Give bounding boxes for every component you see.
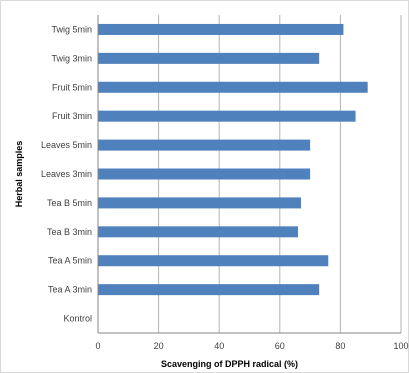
bar: [98, 168, 311, 180]
x-tick-labels: 0 20 40 60 80 100: [95, 341, 408, 351]
category-labels: Kontrol Tea A 3min Tea A 5min Tea B 3min Tea…: [41, 24, 92, 323]
bars: [98, 23, 368, 296]
x-tick-label: 80: [335, 341, 345, 351]
bar: [98, 255, 329, 267]
category-label: Tea B 3min: [47, 227, 92, 237]
bar: [98, 81, 368, 93]
bar: [98, 52, 320, 64]
category-label: Tea B 5min: [47, 198, 92, 208]
bar: [98, 139, 311, 151]
y-axis-title: Herbal samples: [14, 141, 24, 208]
x-axis-title: Scavenging of DPPH radical (%): [161, 359, 298, 369]
category-label: Twig 3min: [51, 53, 92, 63]
category-label: Tea A 5min: [48, 256, 92, 266]
bar: [98, 110, 356, 122]
x-tick-label: 100: [393, 341, 408, 351]
category-label: Kontrol: [63, 314, 92, 324]
x-tick-label: 0: [95, 341, 100, 351]
category-label: Fruit 3min: [52, 111, 92, 121]
bar: [98, 226, 298, 238]
category-label: Leaves 3min: [41, 169, 92, 179]
bar: [98, 284, 320, 296]
bar: [98, 197, 302, 209]
x-tick-label: 40: [214, 341, 224, 351]
x-tick-label: 60: [275, 341, 285, 351]
category-label: Leaves 5min: [41, 140, 92, 150]
category-label: Tea A 3min: [48, 285, 92, 295]
x-tick-label: 20: [154, 341, 164, 351]
bar: [98, 23, 344, 35]
category-label: Twig 5min: [51, 24, 92, 34]
category-label: Fruit 5min: [52, 82, 92, 92]
axes: [97, 15, 401, 334]
